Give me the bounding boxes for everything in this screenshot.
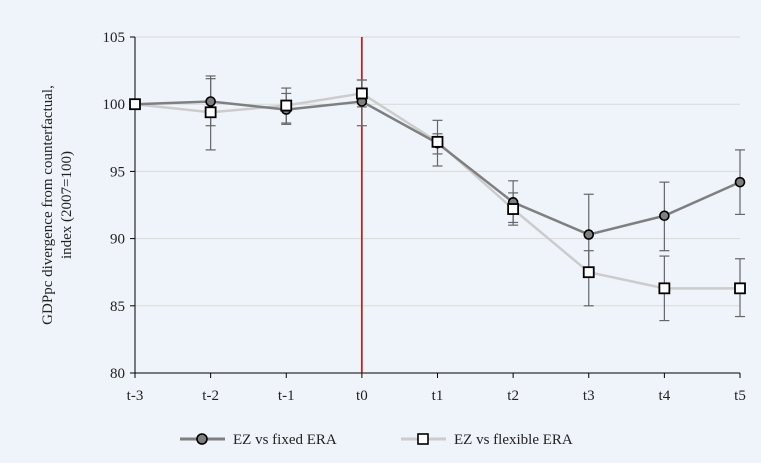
marker-flexible-t0: [355, 87, 368, 100]
marker-fixed-t5: [734, 176, 746, 188]
axes: [130, 36, 741, 378]
y-tick-label-80: 80: [110, 366, 125, 382]
marker-fixed-t-2: [205, 96, 216, 107]
x-tick-label-t1: t1: [432, 388, 444, 404]
marker-flexible-t4: [658, 282, 671, 295]
gridlines: [135, 36, 740, 307]
legend: EZ vs fixed ERA EZ vs flexible ERA: [180, 432, 573, 448]
y-tick-labels: 80 85 90 95 100 105: [103, 30, 126, 382]
marker-flexible-t1: [431, 135, 444, 148]
legend-item-fixed: EZ vs fixed ERA: [180, 432, 337, 448]
y-tick-label-85: 85: [110, 299, 125, 315]
x-tick-label-t-1: t-1: [278, 388, 295, 404]
legend-label-flexible: EZ vs flexible ERA: [454, 432, 573, 448]
x-tick-labels: t-3 t-2 t-1 t0 t1 t2 t3 t4 t5: [127, 388, 746, 404]
marker-flexible-t3: [582, 266, 595, 279]
x-tick-label-t-3: t-3: [127, 388, 144, 404]
x-tick-label-t4: t4: [659, 388, 671, 404]
y-tick-label-95: 95: [110, 164, 125, 180]
legend-label-fixed: EZ vs fixed ERA: [233, 432, 337, 448]
marker-flexible-t-2: [204, 106, 217, 119]
marker-flexible-t5: [734, 282, 746, 295]
y-tick-label-90: 90: [110, 232, 125, 248]
y-axis-title: GDPpc divergence from counterfactual, in…: [40, 85, 75, 325]
x-tick-label-t5: t5: [734, 388, 746, 404]
data-markers: [129, 87, 746, 295]
legend-marker-square: [417, 433, 429, 445]
y-axis-label-line-1: GDPpc divergence from counterfactual,: [40, 85, 56, 325]
x-tick-label-t2: t2: [507, 388, 519, 404]
x-tick-label-t-2: t-2: [202, 388, 219, 404]
y-tick-label-100: 100: [103, 97, 126, 113]
legend-item-flexible: EZ vs flexible ERA: [401, 432, 573, 448]
legend-marker-circle: [196, 433, 208, 445]
y-axis-label-line-2: index (2007=100): [59, 151, 75, 259]
x-tick-label-t3: t3: [583, 388, 595, 404]
y-tick-label-105: 105: [103, 30, 126, 46]
marker-fixed-t4: [659, 210, 670, 222]
x-tick-label-t0: t0: [356, 388, 368, 404]
marker-flexible-t2: [507, 203, 520, 215]
marker-flexible-t-1: [280, 99, 293, 112]
marker-fixed-t3: [583, 229, 595, 240]
marker-flexible-t-3: [129, 98, 141, 111]
